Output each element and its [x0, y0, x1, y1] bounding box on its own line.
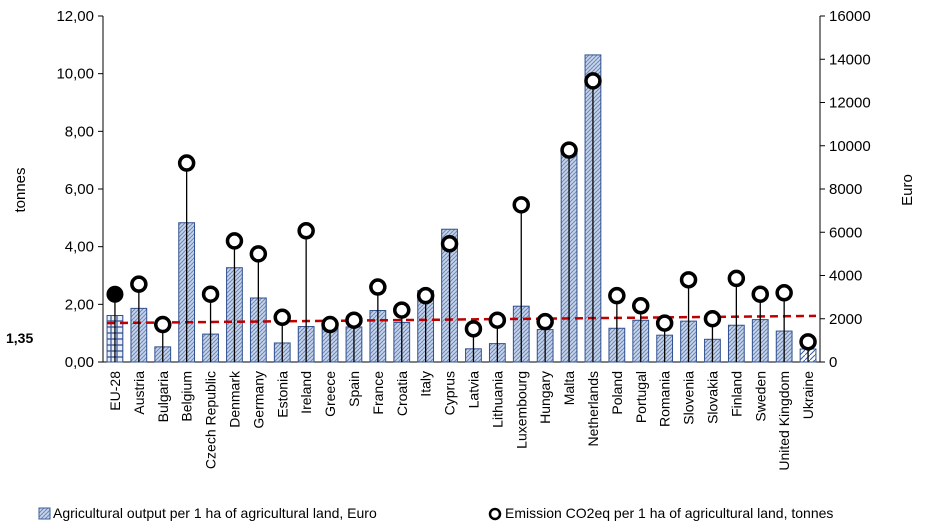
category-label: Cyprus: [442, 371, 458, 415]
emission-marker: [679, 271, 698, 289]
left-axis-title: tonnes: [12, 167, 29, 212]
left-tick-label: 12,00: [56, 8, 94, 25]
emission-marker: [703, 310, 722, 328]
emission-marker: [608, 286, 626, 305]
category-label: Estonia: [274, 371, 290, 418]
emission-marker: [249, 245, 268, 263]
right-tick-label: 12000: [829, 95, 871, 112]
category-label: Luxembourg: [513, 371, 529, 449]
category-label: Belgium: [179, 371, 195, 422]
category-label: Denmark: [226, 370, 242, 428]
category-label: Romania: [657, 371, 673, 427]
emission-marker: [177, 154, 196, 172]
category-label: Germany: [250, 371, 266, 429]
emission-marker: [655, 314, 674, 332]
emission-marker: [273, 308, 291, 327]
category-label: Croatia: [394, 371, 410, 416]
emission-marker: [536, 312, 554, 331]
category-label: Portugal: [633, 371, 649, 423]
right-tick-label: 4000: [829, 268, 862, 285]
emission-marker: [393, 301, 411, 319]
emission-marker: [201, 285, 220, 303]
trendline: [106, 314, 817, 325]
emission-markers: [106, 72, 817, 351]
right-tick-label: 6000: [829, 224, 862, 241]
legend: Agricultural output per 1 ha of agricult…: [38, 505, 833, 521]
axes: [98, 15, 825, 363]
trendline-line: [106, 314, 817, 325]
reference-value-label: 1,35: [6, 330, 33, 346]
category-label: Greece: [322, 371, 338, 417]
emission-marker: [751, 285, 769, 303]
category-label: Latvia: [465, 371, 481, 409]
emission-marker: [584, 72, 602, 90]
category-label: Czech Republic: [203, 371, 219, 469]
legend-bar-label: Agricultural output per 1 ha of agricult…: [53, 505, 377, 521]
category-label: Bulgaria: [155, 371, 171, 423]
category-label: Slovakia: [704, 371, 720, 424]
left-tick-label: 8,00: [65, 123, 94, 140]
left-tick-label: 2,00: [65, 296, 94, 313]
axis-labels: 0,00 2,00 4,00 6,00 8,00 10,00 12,00 0 2000 4000 6…: [56, 8, 870, 471]
category-label: Spain: [346, 371, 362, 407]
category-label: France: [370, 371, 386, 415]
left-tick-label: 10,00: [56, 66, 94, 83]
category-label: Finland: [728, 371, 744, 417]
category-label: Netherlands: [585, 371, 601, 447]
emission-marker: [512, 196, 530, 214]
emission-marker: [560, 141, 578, 159]
emission-marker: [321, 315, 339, 334]
emission-marker: [464, 320, 483, 338]
left-tick-label: 6,00: [65, 181, 94, 198]
emission-marker: [225, 232, 244, 250]
emission-marker: [130, 275, 148, 293]
right-tick-label: 16000: [829, 8, 871, 25]
category-label: Slovenia: [681, 371, 697, 425]
emission-marker: [488, 311, 507, 329]
category-label: Ukraine: [800, 371, 816, 419]
legend-circle-swatch: [488, 507, 502, 521]
right-tick-label: 10000: [829, 138, 871, 155]
emission-marker: [154, 315, 172, 334]
category-label: United Kingdom: [776, 371, 792, 471]
category-label: EU-28: [107, 371, 123, 411]
category-label: Ireland: [298, 371, 314, 414]
emission-marker: [727, 269, 746, 288]
right-tick-label: 8000: [829, 181, 862, 198]
emission-marker: [440, 235, 459, 253]
right-tick-label: 0: [829, 354, 837, 371]
right-tick-label: 14000: [829, 51, 871, 68]
category-label: Austria: [131, 371, 147, 415]
category-label: Poland: [609, 371, 625, 415]
legend-bar-swatch: [38, 507, 51, 520]
legend-circle-label: Emission CO2eq per 1 ha of agricultural …: [505, 505, 833, 521]
emission-marker: [632, 297, 650, 315]
emission-marker: [106, 285, 124, 303]
category-label: Lithuania: [489, 371, 505, 428]
left-tick-label: 0,00: [65, 354, 94, 371]
category-label: Sweden: [752, 371, 768, 422]
left-tick-label: 4,00: [65, 239, 94, 256]
right-tick-label: 2000: [829, 311, 862, 328]
emission-marker: [345, 311, 363, 329]
emission-marker: [297, 222, 315, 240]
category-label: Italy: [418, 371, 434, 397]
right-axis-title: Euro: [899, 174, 916, 206]
category-label: Malta: [561, 371, 577, 405]
emission-marker: [775, 284, 793, 302]
emission-marker: [369, 278, 387, 296]
emission-marker: [799, 333, 817, 351]
category-label: Hungary: [537, 371, 553, 424]
emission-marker: [416, 286, 435, 305]
